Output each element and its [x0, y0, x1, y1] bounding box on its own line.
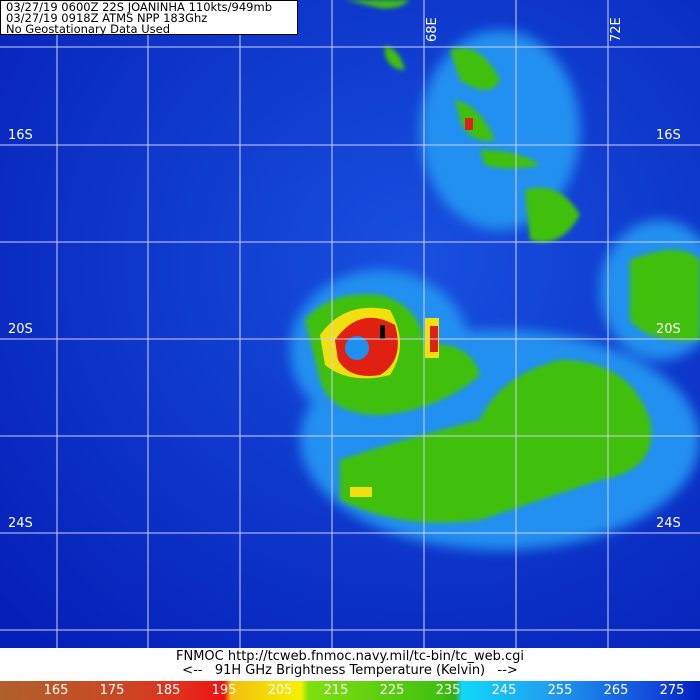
- lat-label-24s-left: 24S: [8, 516, 33, 531]
- legend-title: <-- 91H GHz Brightness Temperature (Kelv…: [182, 663, 518, 678]
- lon-label-68e: 68E: [425, 17, 440, 42]
- footer: FNMOC http://tcweb.fnmoc.navy.mil/tc-bin…: [0, 648, 700, 681]
- header-info-box: 03/27/19 0600Z 22S JOANINHA 110kts/949mb…: [0, 0, 298, 35]
- colorbar-tick: 205: [267, 683, 293, 698]
- colorbar-tick: 275: [659, 683, 685, 698]
- colorbar-tick: 195: [211, 683, 237, 698]
- colorbar-tick: 245: [491, 683, 517, 698]
- header-line-1: 03/27/19 0600Z 22S JOANINHA 110kts/949mb: [6, 0, 273, 14]
- colorbar-tick: 215: [323, 683, 349, 698]
- microwave-imagery-map: [0, 0, 700, 648]
- colorbar-tick: 255: [547, 683, 573, 698]
- colorbar-tick: 185: [155, 683, 181, 698]
- lat-label-20s-right: 20S: [656, 322, 681, 337]
- lat-lon-grid: [0, 0, 700, 648]
- header-line-2: 03/27/19 0918Z ATMS NPP 183Ghz: [6, 11, 208, 25]
- colorbar-tick: 165: [43, 683, 69, 698]
- lon-label-72e: 72E: [609, 17, 624, 42]
- lat-label-16s-left: 16S: [8, 128, 33, 143]
- colorbar-tick: 265: [603, 683, 629, 698]
- lat-label-24s-right: 24S: [656, 516, 681, 531]
- header-line-3: No Geostationary Data Used: [6, 22, 171, 36]
- lat-label-20s-left: 20S: [8, 322, 33, 337]
- colorbar-tick: 225: [379, 683, 405, 698]
- source-text: FNMOC http://tcweb.fnmoc.navy.mil/tc-bin…: [176, 649, 524, 664]
- colorbar-tick: 235: [435, 683, 461, 698]
- eye: [345, 336, 369, 360]
- colorbar: 165 175 185 195 205 215 225 235 245 255 …: [0, 681, 700, 700]
- colorbar-tick: 175: [99, 683, 125, 698]
- lat-label-16s-right: 16S: [656, 128, 681, 143]
